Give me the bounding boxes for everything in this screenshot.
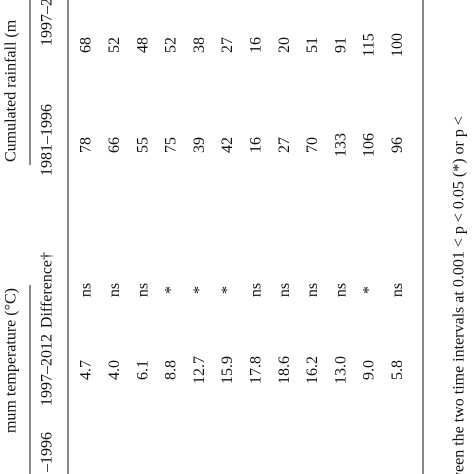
cell: 133 xyxy=(332,133,349,157)
cell: 55 xyxy=(134,137,151,153)
column-header: Difference† xyxy=(39,252,56,328)
cell: 4.0 xyxy=(106,360,123,380)
cell: 39 xyxy=(191,137,208,153)
column-header: 1997–2 xyxy=(39,0,56,46)
cell: 18.6 xyxy=(276,356,293,384)
cell: 52 xyxy=(106,37,123,53)
footnote: tween the two time intervals at 0.001 < … xyxy=(451,116,468,474)
cell: 91 xyxy=(332,37,349,53)
cell: 15.9 xyxy=(219,356,236,384)
cell: 42 xyxy=(219,137,236,153)
cell: 16 xyxy=(247,137,264,153)
cell: 51 xyxy=(304,37,321,53)
cell: * xyxy=(163,286,180,294)
cell: * xyxy=(219,286,236,294)
cell: 38 xyxy=(191,37,208,53)
cell: 68 xyxy=(78,37,95,53)
cell: 16 xyxy=(247,37,264,53)
cell: ns xyxy=(304,283,321,297)
cell: ns xyxy=(247,283,264,297)
cell: 48 xyxy=(134,37,151,53)
cell: 4.7 xyxy=(78,360,95,380)
cell: 8.8 xyxy=(163,360,180,380)
cell: 52 xyxy=(163,37,180,53)
column-header: 1981–1996 xyxy=(39,104,56,176)
cell: ns xyxy=(78,283,95,297)
cell: 100 xyxy=(389,33,406,57)
cell: 9.0 xyxy=(361,360,378,380)
cell: 96 xyxy=(389,137,406,153)
cell: 17.8 xyxy=(247,356,264,384)
cell: 27 xyxy=(276,137,293,153)
cell: 106 xyxy=(361,133,378,157)
cell: 27 xyxy=(219,37,236,53)
cell: ns xyxy=(134,283,151,297)
cell: 12.7 xyxy=(191,356,208,384)
cell: * xyxy=(361,286,378,294)
cell: 66 xyxy=(106,137,123,153)
cell: 75 xyxy=(163,137,180,153)
column-header: 1997–2012 xyxy=(39,334,56,406)
column-header: –1996 xyxy=(39,432,56,473)
cell: 70 xyxy=(304,137,321,153)
cell: * xyxy=(191,286,208,294)
cell: 20 xyxy=(276,37,293,53)
cell: 5.8 xyxy=(389,360,406,380)
cell: ns xyxy=(106,283,123,297)
cell: ns xyxy=(389,283,406,297)
cell: ns xyxy=(332,283,349,297)
cell: 115 xyxy=(361,33,378,56)
group-header: mum temperature (°C) xyxy=(3,288,20,433)
table: mum temperature (°C) Cumulated rainfall … xyxy=(3,0,468,474)
cell: 6.1 xyxy=(134,360,151,380)
group-header: Cumulated rainfall (m xyxy=(3,19,20,162)
cell: 16.2 xyxy=(304,356,321,384)
cell: 13.0 xyxy=(332,356,349,384)
cell: 78 xyxy=(78,137,95,153)
cell: ns xyxy=(276,283,293,297)
